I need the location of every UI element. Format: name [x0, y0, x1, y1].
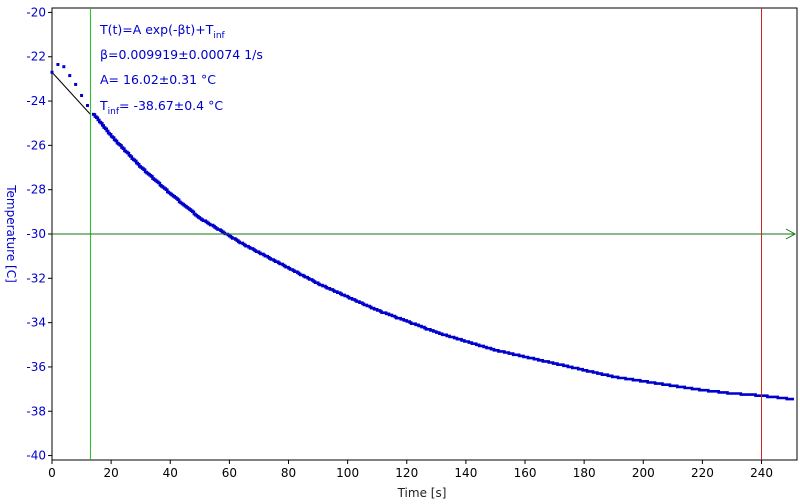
fit-tinf-subscript: inf — [108, 107, 120, 117]
data-point — [85, 103, 89, 107]
cursor-layer[interactable] — [52, 8, 797, 460]
y-axis: -20 -22 -24 -26 -28 -30 -32 -34 -36 -38 -40 — [26, 5, 52, 463]
x-tick-label: 40 — [163, 466, 178, 480]
data-point — [50, 70, 54, 74]
data-point — [74, 82, 78, 86]
x-tick-label: 200 — [632, 466, 655, 480]
y-tick-label: -32 — [26, 271, 46, 285]
y-tick-label: -30 — [26, 227, 46, 241]
threshold-arrow-icon — [785, 228, 797, 240]
fit-formula-subscript: inf — [213, 31, 225, 41]
fit-beta: β=0.009919±0.00074 1/s — [100, 47, 263, 62]
data-series — [50, 63, 794, 401]
x-axis: 0 20 40 60 80 100 120 140 160 180 200 220 240 — [48, 460, 773, 480]
x-tick-label: 120 — [395, 466, 418, 480]
y-tick-label: -28 — [26, 183, 46, 197]
data-layer — [50, 63, 794, 401]
x-tick-label: 140 — [454, 466, 477, 480]
x-tick-label: 60 — [222, 466, 237, 480]
x-tick-label: 20 — [103, 466, 118, 480]
y-tick-label: -26 — [26, 138, 46, 152]
y-tick-label: -24 — [26, 94, 46, 108]
y-tick-label: -40 — [26, 449, 46, 463]
fit-tinf-value: = -38.67±0.4 °C — [119, 98, 223, 113]
x-tick-label: 240 — [750, 466, 773, 480]
y-tick-label: -34 — [26, 316, 46, 330]
x-tick-label: 100 — [336, 466, 359, 480]
y-axis-title: Temperature [C] — [4, 184, 18, 283]
x-axis-title: Time [s] — [397, 486, 447, 500]
fit-tinf: Tinf= -38.67±0.4 °C — [99, 98, 223, 117]
data-point — [56, 63, 60, 66]
y-tick-label: -38 — [26, 404, 46, 418]
y-tick-label: -22 — [26, 50, 46, 64]
fit-tinf-main: T — [99, 98, 108, 113]
data-trace — [93, 113, 794, 401]
data-point — [80, 94, 84, 98]
fit-line — [51, 71, 91, 115]
data-point — [91, 112, 95, 116]
x-tick-label: 0 — [48, 466, 56, 480]
fit-formula: T(t)=A exp(-βt)+Tinf — [99, 22, 226, 41]
data-point — [68, 74, 72, 78]
x-tick-label: 160 — [514, 466, 537, 480]
fit-formula-main: T(t)=A exp(-βt)+T — [99, 22, 214, 37]
data-point — [62, 65, 66, 69]
y-tick-label: -36 — [26, 360, 46, 374]
x-tick-label: 180 — [573, 466, 596, 480]
fit-annotation: T(t)=A exp(-βt)+Tinf β=0.009919±0.00074 … — [99, 22, 263, 117]
x-tick-label: 80 — [281, 466, 296, 480]
fit-amplitude: A= 16.02±0.31 °C — [100, 72, 216, 87]
x-tick-label: 220 — [691, 466, 714, 480]
y-tick-label: -20 — [26, 5, 46, 19]
